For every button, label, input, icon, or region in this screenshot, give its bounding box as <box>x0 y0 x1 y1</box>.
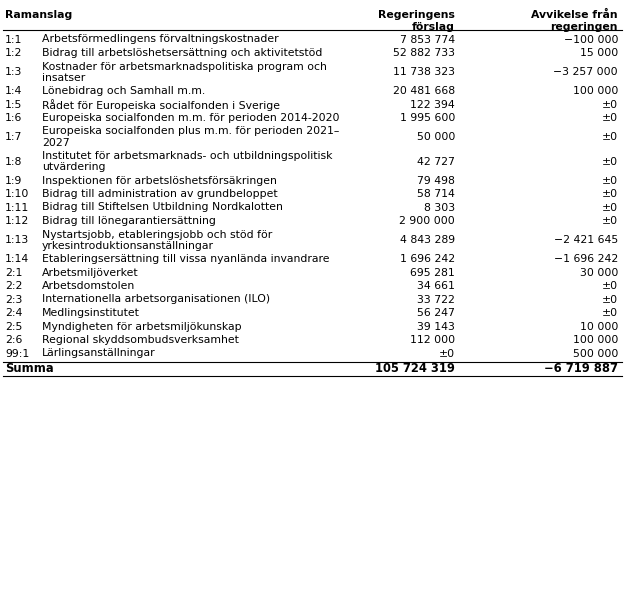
Text: 1:7: 1:7 <box>5 132 23 142</box>
Text: 1:3: 1:3 <box>5 67 23 77</box>
Text: 2027: 2027 <box>42 138 70 148</box>
Text: 2 900 000: 2 900 000 <box>399 216 455 226</box>
Text: 2:6: 2:6 <box>5 335 23 345</box>
Text: 79 498: 79 498 <box>417 176 455 186</box>
Text: Bidrag till arbetslöshetsersättning och aktivitetstöd: Bidrag till arbetslöshetsersättning och … <box>42 48 323 58</box>
Text: −100 000: −100 000 <box>564 35 618 45</box>
Text: Myndigheten för arbetsmiljökunskap: Myndigheten för arbetsmiljökunskap <box>42 321 242 332</box>
Text: ±0: ±0 <box>602 216 618 226</box>
Text: −3 257 000: −3 257 000 <box>554 67 618 77</box>
Text: ±0: ±0 <box>439 349 455 359</box>
Text: 2:5: 2:5 <box>5 322 23 332</box>
Text: 11 738 323: 11 738 323 <box>393 67 455 77</box>
Text: Inspektionen för arbetslöshetsförsäkringen: Inspektionen för arbetslöshetsförsäkring… <box>42 175 277 186</box>
Text: Lönebidrag och Samhall m.m.: Lönebidrag och Samhall m.m. <box>42 86 205 96</box>
Text: 122 394: 122 394 <box>410 100 455 110</box>
Text: Medlingsinstitutet: Medlingsinstitutet <box>42 308 140 318</box>
Text: −2 421 645: −2 421 645 <box>554 235 618 245</box>
Text: ±0: ±0 <box>602 295 618 305</box>
Text: 1:14: 1:14 <box>5 254 30 264</box>
Text: 2:1: 2:1 <box>5 268 23 278</box>
Text: Europeiska socialfonden plus m.m. för perioden 2021–: Europeiska socialfonden plus m.m. för pe… <box>42 126 340 136</box>
Text: −1 696 242: −1 696 242 <box>554 254 618 264</box>
Text: 34 661: 34 661 <box>417 281 455 291</box>
Text: 8 303: 8 303 <box>424 203 455 213</box>
Text: 100 000: 100 000 <box>572 86 618 97</box>
Text: 7 853 774: 7 853 774 <box>400 35 455 45</box>
Text: 10 000: 10 000 <box>580 322 618 332</box>
Text: Rådet för Europeiska socialfonden i Sverige: Rådet för Europeiska socialfonden i Sver… <box>42 100 280 111</box>
Text: Arbetsmiljöverket: Arbetsmiljöverket <box>42 268 138 277</box>
Text: 1:9: 1:9 <box>5 176 23 186</box>
Text: 39 143: 39 143 <box>417 322 455 332</box>
Text: Avvikelse från
regeringen: Avvikelse från regeringen <box>532 10 618 32</box>
Text: ±0: ±0 <box>602 113 618 123</box>
Text: 99:1: 99:1 <box>5 349 30 359</box>
Text: Bidrag till Stiftelsen Utbildning Nordkalotten: Bidrag till Stiftelsen Utbildning Nordka… <box>42 202 283 213</box>
Text: Arbetsförmedlingens förvaltningskostnader: Arbetsförmedlingens förvaltningskostnade… <box>42 34 279 45</box>
Text: ±0: ±0 <box>602 203 618 213</box>
Text: 1:4: 1:4 <box>5 86 23 97</box>
Text: Kostnader för arbetsmarknadspolitiska program och: Kostnader för arbetsmarknadspolitiska pr… <box>42 62 327 71</box>
Text: 4 843 289: 4 843 289 <box>400 235 455 245</box>
Text: 2:3: 2:3 <box>5 295 23 305</box>
Text: 42 727: 42 727 <box>417 157 455 167</box>
Text: ±0: ±0 <box>602 281 618 291</box>
Text: ±0: ±0 <box>602 132 618 142</box>
Text: 695 281: 695 281 <box>410 268 455 278</box>
Text: Europeiska socialfonden m.m. för perioden 2014-2020: Europeiska socialfonden m.m. för periode… <box>42 113 340 123</box>
Text: 1 995 600: 1 995 600 <box>399 113 455 123</box>
Text: 30 000: 30 000 <box>580 268 618 278</box>
Text: 105 724 319: 105 724 319 <box>375 362 455 375</box>
Text: ±0: ±0 <box>602 309 618 318</box>
Text: 2:4: 2:4 <box>5 309 23 318</box>
Text: Ramanslag: Ramanslag <box>5 10 72 20</box>
Text: Institutet för arbetsmarknads- och utbildningspolitisk: Institutet för arbetsmarknads- och utbil… <box>42 151 333 161</box>
Text: Bidrag till lönegarantiersättning: Bidrag till lönegarantiersättning <box>42 216 216 226</box>
Text: 52 882 733: 52 882 733 <box>393 48 455 58</box>
Text: 33 722: 33 722 <box>417 295 455 305</box>
Text: 100 000: 100 000 <box>572 335 618 345</box>
Text: Summa: Summa <box>5 362 53 375</box>
Text: Bidrag till administration av grundbeloppet: Bidrag till administration av grundbelop… <box>42 189 277 199</box>
Text: ±0: ±0 <box>602 189 618 199</box>
Text: 1:2: 1:2 <box>5 48 23 58</box>
Text: 15 000: 15 000 <box>580 48 618 58</box>
Text: yrkesintroduktionsanställningar: yrkesintroduktionsanställningar <box>42 241 214 251</box>
Text: Lärlingsanställningar: Lärlingsanställningar <box>42 348 155 359</box>
Text: 1:6: 1:6 <box>5 113 23 123</box>
Text: ±0: ±0 <box>602 176 618 186</box>
Text: Nystartsjobb, etableringsjobb och stöd för: Nystartsjobb, etableringsjobb och stöd f… <box>42 230 272 240</box>
Text: 1:10: 1:10 <box>5 189 30 199</box>
Text: 58 714: 58 714 <box>417 189 455 199</box>
Text: 112 000: 112 000 <box>410 335 455 345</box>
Text: Arbetsdomstolen: Arbetsdomstolen <box>42 281 135 291</box>
Text: Regeringens
förslag: Regeringens förslag <box>378 10 455 32</box>
Text: 2:2: 2:2 <box>5 281 23 291</box>
Text: 1:11: 1:11 <box>5 203 30 213</box>
Text: 1:1: 1:1 <box>5 35 23 45</box>
Text: 50 000: 50 000 <box>416 132 455 142</box>
Text: 1 696 242: 1 696 242 <box>400 254 455 264</box>
Text: 1:13: 1:13 <box>5 235 30 245</box>
Text: 1:8: 1:8 <box>5 157 23 167</box>
Text: Etableringsersättning till vissa nyanlända invandrare: Etableringsersättning till vissa nyanlän… <box>42 254 330 264</box>
Text: ±0: ±0 <box>602 157 618 167</box>
Text: insatser: insatser <box>42 73 86 83</box>
Text: 1:5: 1:5 <box>5 100 23 110</box>
Text: Regional skyddsombudsverksamhet: Regional skyddsombudsverksamhet <box>42 335 239 345</box>
Text: Internationella arbetsorganisationen (ILO): Internationella arbetsorganisationen (IL… <box>42 295 270 304</box>
Text: −6 719 887: −6 719 887 <box>544 362 618 375</box>
Text: ±0: ±0 <box>602 100 618 110</box>
Text: 56 247: 56 247 <box>417 309 455 318</box>
Text: 20 481 668: 20 481 668 <box>393 86 455 97</box>
Text: 1:12: 1:12 <box>5 216 30 226</box>
Text: 500 000: 500 000 <box>572 349 618 359</box>
Text: utvärdering: utvärdering <box>42 163 106 172</box>
